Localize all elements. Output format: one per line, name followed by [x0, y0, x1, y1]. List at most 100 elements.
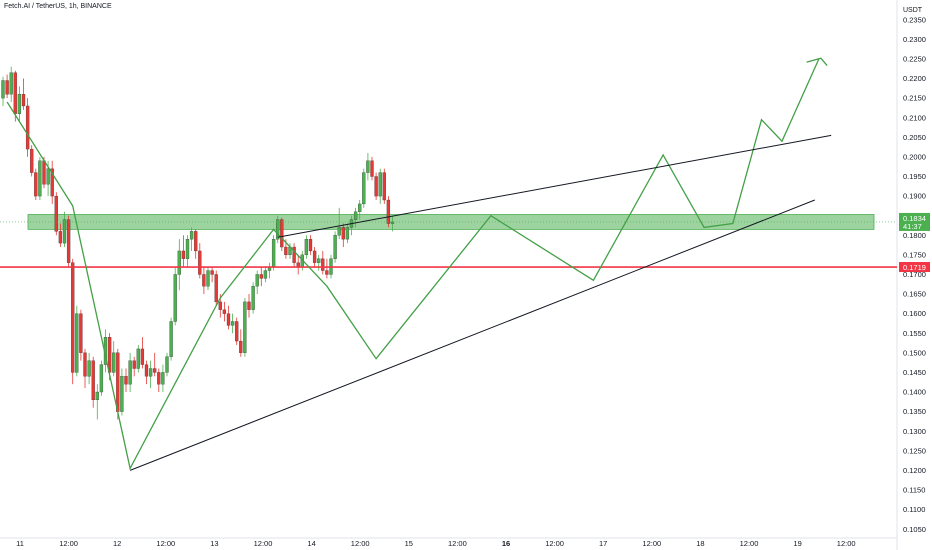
y-tick-label: 0.1350: [903, 407, 926, 416]
candle-body: [358, 203, 362, 212]
x-tick-label: 16: [502, 539, 510, 548]
x-tick-label: 18: [696, 539, 704, 548]
candle-body: [337, 227, 341, 236]
current-price-tag: [899, 212, 930, 231]
candle-body: [189, 231, 194, 240]
y-axis-unit: USDT: [903, 7, 923, 14]
candle-body: [132, 360, 136, 369]
candle-body: [370, 160, 374, 177]
candle-body: [353, 211, 358, 220]
candle-body: [75, 313, 79, 373]
y-tick-label: 0.1250: [903, 446, 926, 455]
y-tick-label: 0.1150: [903, 486, 925, 495]
candle-body: [251, 286, 255, 310]
candle-body: [62, 219, 67, 244]
candle-body: [95, 391, 99, 401]
x-tick-label: 15: [405, 539, 413, 548]
candle-body: [79, 313, 83, 353]
drawings-layer: [0, 57, 897, 471]
y-tick-label: 0.1600: [903, 309, 926, 318]
candle-body: [382, 172, 386, 201]
y-tick-label: 0.1700: [903, 270, 926, 279]
candle-body: [259, 274, 263, 279]
candle-body: [177, 250, 181, 275]
x-tick-label: 14: [307, 539, 315, 548]
y-tick-label: 0.1500: [903, 348, 926, 357]
candle-body: [222, 309, 227, 314]
candle-body: [34, 172, 38, 197]
upper-trendline: [277, 134, 832, 238]
candle-body: [304, 239, 309, 256]
x-tick-label: 13: [210, 539, 218, 548]
y-tick-label: 0.1400: [903, 388, 926, 397]
candle-body: [173, 274, 177, 322]
candle-body: [218, 301, 222, 310]
x-tick-label: 12:00: [448, 539, 467, 548]
y-tick-label: 0.2100: [903, 113, 926, 122]
candle-body: [374, 176, 378, 197]
y-tick-label: 0.1200: [903, 466, 926, 475]
candle-body: [1, 80, 5, 99]
grid-lines: [0, 0, 898, 550]
candle-body: [54, 195, 58, 232]
candle-body: [345, 227, 350, 240]
candle-body: [226, 313, 231, 326]
candle-body: [185, 239, 190, 259]
candle-body: [153, 368, 157, 373]
y-tick-label: 0.1750: [903, 250, 926, 259]
candle-body: [292, 246, 296, 263]
support-price-value: 0.1719: [903, 263, 926, 272]
candle-body: [276, 219, 280, 240]
candle-body: [5, 80, 9, 95]
wave-projection-path: [6, 58, 820, 471]
candle-body: [140, 348, 145, 365]
x-tick-label: 12: [113, 539, 121, 548]
candle-body: [317, 258, 321, 263]
candle-body: [42, 160, 46, 185]
candle-body: [390, 221, 395, 224]
y-tick-label: 0.1050: [903, 525, 926, 534]
y-tick-label: 0.2300: [903, 35, 926, 44]
candle-body: [206, 270, 210, 287]
candle-body: [71, 262, 75, 373]
candle-body: [91, 360, 95, 401]
candle-body: [148, 368, 153, 377]
candle-body: [239, 340, 243, 353]
x-tick-label: 12:00: [740, 539, 759, 548]
candle-body: [58, 231, 63, 244]
candle-body: [17, 94, 22, 114]
candle-body: [230, 321, 235, 326]
candle-body: [161, 372, 165, 385]
candle-body: [255, 274, 259, 287]
x-tick-label: 12:00: [59, 539, 78, 548]
candle-body: [271, 239, 276, 267]
lower-trendline: [129, 199, 815, 471]
candle-body: [83, 352, 87, 377]
candle-body: [308, 239, 313, 252]
candle-body: [263, 270, 268, 279]
candle-body: [124, 376, 128, 385]
candle-body: [30, 148, 34, 173]
x-tick-label: 17: [599, 539, 607, 548]
candle-body: [181, 250, 186, 259]
candle-body: [214, 274, 218, 303]
candle-body: [194, 231, 198, 252]
y-tick-label: 0.2150: [903, 94, 926, 103]
candle-body: [202, 274, 206, 287]
y-tick-label: 0.1900: [903, 192, 926, 201]
x-tick-label: 12:00: [254, 539, 273, 548]
x-tick-label: 19: [793, 539, 801, 548]
candle-body: [247, 301, 251, 310]
candle-body: [243, 301, 247, 353]
candle-body: [333, 235, 337, 259]
candle-body: [46, 168, 50, 185]
candle-body: [169, 321, 173, 357]
candle-body: [112, 352, 116, 373]
x-tick-label: 12:00: [545, 539, 564, 548]
candle-body: [325, 270, 329, 275]
candle-body: [321, 258, 325, 271]
y-tick-label: 0.2350: [903, 15, 926, 24]
